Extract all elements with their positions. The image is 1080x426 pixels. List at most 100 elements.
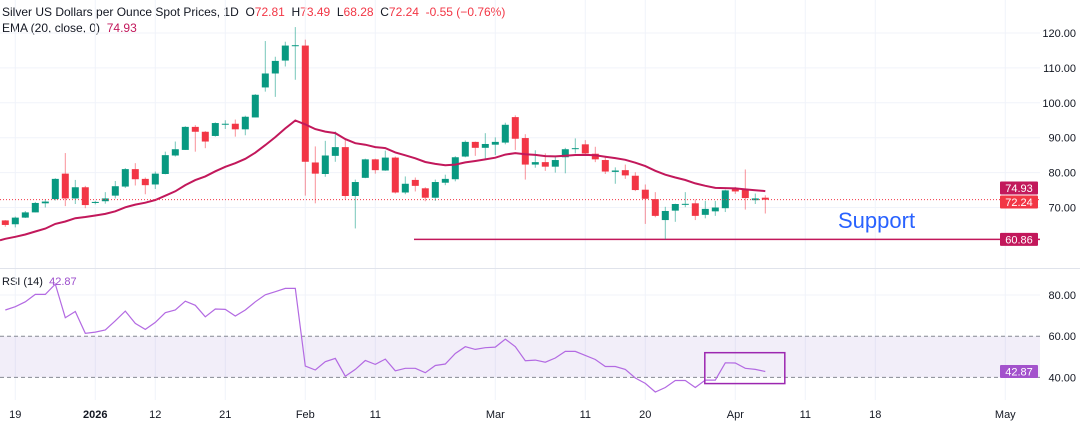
candle-body — [471, 141, 479, 148]
candle — [691, 199, 699, 221]
date-tick-label: 21 — [219, 409, 231, 421]
candle — [21, 210, 29, 218]
rsi-value-tag: 42.87 — [1000, 364, 1038, 378]
candle-body — [41, 201, 49, 204]
symbol-legend: Silver US Dollars per Ounce Spot Prices,… — [2, 5, 505, 19]
price-tick-label: 80.00 — [1048, 168, 1076, 180]
high-value: 73.49 — [300, 5, 331, 19]
candle — [191, 125, 199, 152]
candle — [351, 179, 359, 229]
price-tick-label: 100.00 — [1042, 98, 1076, 110]
candle — [331, 131, 339, 162]
candle-body — [321, 155, 329, 174]
candle-body — [451, 157, 459, 180]
rsi-line — [5, 282, 766, 393]
candle-body — [161, 155, 169, 174]
candle-body — [181, 126, 189, 150]
date-tick-label: 18 — [869, 409, 881, 421]
date-tick-label: 11 — [800, 409, 811, 421]
date-tick-label: 11 — [580, 409, 591, 421]
candle — [221, 120, 229, 129]
date-tick-label: 11 — [370, 409, 381, 421]
open-value: 72.81 — [254, 5, 285, 19]
rsi-value-tag-text: 42.87 — [1005, 366, 1033, 378]
symbol-title[interactable]: Silver US Dollars per Ounce Spot Prices,… — [2, 5, 239, 19]
candle-body — [411, 179, 419, 186]
candle-body — [601, 160, 609, 172]
candle — [511, 115, 519, 150]
candle-body — [511, 117, 519, 139]
candle-body — [681, 203, 689, 205]
candle — [281, 41, 289, 67]
last-price-tag-text: 72.24 — [1005, 197, 1033, 209]
candle-body — [521, 138, 529, 165]
support-price-tag: 60.86 — [1000, 232, 1038, 246]
open-label: O — [245, 5, 255, 19]
candle-body — [61, 173, 69, 199]
candle — [471, 141, 479, 156]
candle — [381, 150, 389, 171]
candle-body — [711, 207, 719, 212]
rsi-levels — [0, 335, 1040, 378]
candle — [451, 156, 459, 182]
candle-body — [551, 160, 559, 167]
candle — [601, 156, 609, 174]
candle-body — [201, 131, 209, 142]
support-price-tag-text: 60.86 — [1005, 234, 1033, 246]
candle-body — [351, 182, 359, 196]
candle — [481, 133, 489, 159]
ema-price-tag-bg — [1000, 181, 1038, 195]
candle — [71, 179, 79, 205]
candle — [711, 200, 719, 216]
rsi-tick-label: 40.00 — [1048, 372, 1076, 384]
candle — [391, 156, 399, 194]
candle — [321, 140, 329, 177]
candle-body — [281, 45, 289, 61]
candle-body — [251, 94, 259, 118]
candle-body — [741, 189, 749, 199]
price-tick-label: 110.00 — [1043, 63, 1076, 75]
candle — [151, 171, 159, 190]
candle — [401, 176, 409, 195]
candle — [651, 192, 659, 218]
candle — [1, 220, 9, 227]
price-tick-label: 90.00 — [1048, 133, 1076, 145]
candle — [571, 138, 579, 154]
candle — [311, 146, 319, 204]
candle-body — [331, 147, 339, 156]
date-tick-label: 19 — [9, 409, 21, 421]
candle-body — [171, 149, 179, 156]
candle — [631, 172, 639, 192]
date-tick-label: 2026 — [83, 409, 107, 421]
candle-body — [371, 159, 379, 171]
ema-legend[interactable]: EMA (20, close, 0) 74.93 — [2, 21, 137, 35]
candle-body — [481, 143, 489, 148]
candle-body — [291, 45, 299, 47]
candle — [681, 192, 689, 208]
candle-body — [221, 123, 229, 125]
candle-body — [761, 197, 769, 200]
support-annotation[interactable]: Support — [838, 208, 915, 233]
candle — [291, 27, 299, 80]
candle-body — [261, 73, 269, 88]
price-tick-label: 120.00 — [1042, 28, 1076, 40]
candle-body — [301, 45, 309, 162]
candle-body — [21, 212, 29, 218]
candle-body — [701, 208, 709, 215]
candle — [61, 153, 69, 207]
candle-body — [81, 187, 89, 206]
candle — [301, 39, 309, 196]
candle-body — [591, 153, 599, 160]
candle-body — [581, 144, 589, 154]
candle — [371, 158, 379, 174]
candle — [521, 134, 529, 180]
candle — [671, 203, 679, 222]
candle-body — [241, 116, 249, 130]
candle — [171, 141, 179, 157]
candle — [211, 122, 219, 137]
candle — [361, 158, 369, 179]
candle-body — [71, 187, 79, 199]
candles — [1, 27, 769, 240]
candle — [131, 163, 139, 186]
